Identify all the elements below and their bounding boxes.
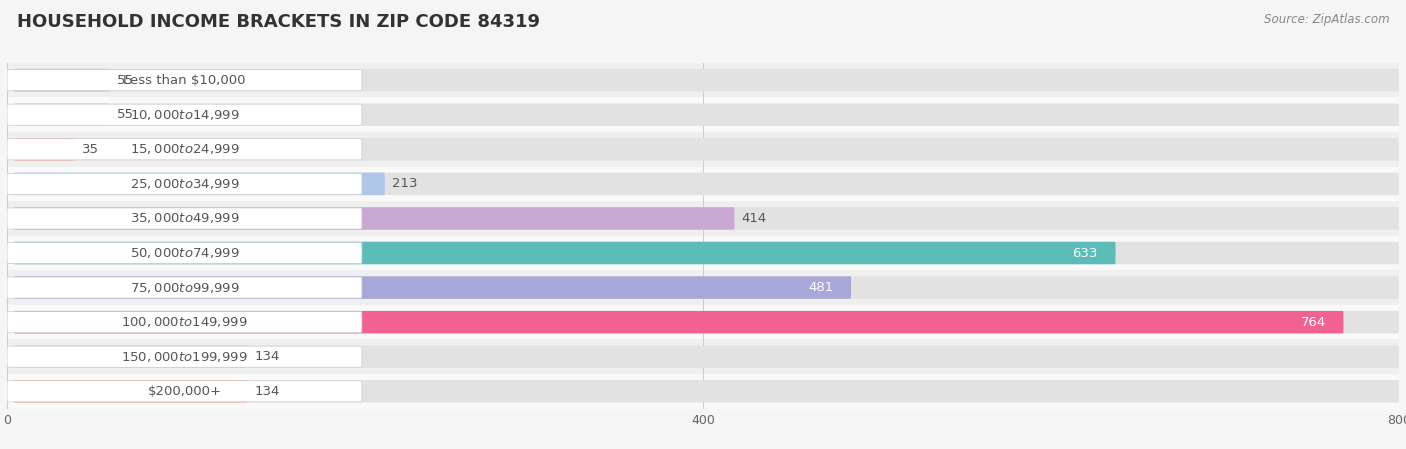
Text: 134: 134: [254, 385, 280, 398]
Text: 633: 633: [1073, 247, 1098, 260]
Bar: [7, 339, 1399, 374]
FancyBboxPatch shape: [7, 70, 361, 91]
FancyBboxPatch shape: [14, 207, 1399, 230]
Text: $35,000 to $49,999: $35,000 to $49,999: [129, 211, 239, 225]
Text: $25,000 to $34,999: $25,000 to $34,999: [129, 177, 239, 191]
FancyBboxPatch shape: [14, 345, 247, 368]
Bar: [7, 167, 1399, 201]
Text: HOUSEHOLD INCOME BRACKETS IN ZIP CODE 84319: HOUSEHOLD INCOME BRACKETS IN ZIP CODE 84…: [17, 13, 540, 31]
FancyBboxPatch shape: [7, 346, 361, 367]
Text: 213: 213: [391, 177, 418, 190]
FancyBboxPatch shape: [7, 242, 361, 264]
FancyBboxPatch shape: [14, 276, 851, 299]
FancyBboxPatch shape: [14, 103, 1399, 126]
Bar: [7, 374, 1399, 409]
Bar: [7, 132, 1399, 167]
Text: $50,000 to $74,999: $50,000 to $74,999: [129, 246, 239, 260]
Text: 764: 764: [1301, 316, 1326, 329]
FancyBboxPatch shape: [7, 173, 361, 194]
FancyBboxPatch shape: [7, 381, 361, 402]
Text: 134: 134: [254, 350, 280, 363]
Bar: [7, 305, 1399, 339]
FancyBboxPatch shape: [14, 138, 1399, 161]
FancyBboxPatch shape: [14, 103, 110, 126]
FancyBboxPatch shape: [14, 207, 734, 230]
Text: 55: 55: [117, 74, 134, 87]
FancyBboxPatch shape: [14, 69, 1399, 92]
FancyBboxPatch shape: [7, 139, 361, 160]
Text: $200,000+: $200,000+: [148, 385, 222, 398]
Text: 35: 35: [82, 143, 98, 156]
Text: 55: 55: [117, 108, 134, 121]
Text: Source: ZipAtlas.com: Source: ZipAtlas.com: [1264, 13, 1389, 26]
FancyBboxPatch shape: [14, 380, 1399, 403]
FancyBboxPatch shape: [14, 276, 1399, 299]
FancyBboxPatch shape: [14, 69, 110, 92]
Text: $100,000 to $149,999: $100,000 to $149,999: [121, 315, 247, 329]
Text: $10,000 to $14,999: $10,000 to $14,999: [129, 108, 239, 122]
FancyBboxPatch shape: [14, 311, 1399, 334]
FancyBboxPatch shape: [7, 208, 361, 229]
Text: $75,000 to $99,999: $75,000 to $99,999: [129, 281, 239, 295]
Text: $15,000 to $24,999: $15,000 to $24,999: [129, 142, 239, 156]
Bar: [7, 270, 1399, 305]
FancyBboxPatch shape: [14, 172, 385, 195]
FancyBboxPatch shape: [7, 277, 361, 298]
Bar: [7, 201, 1399, 236]
FancyBboxPatch shape: [14, 172, 1399, 195]
Bar: [7, 236, 1399, 270]
FancyBboxPatch shape: [14, 345, 1399, 368]
FancyBboxPatch shape: [7, 312, 361, 333]
Text: 414: 414: [741, 212, 766, 225]
FancyBboxPatch shape: [14, 242, 1399, 264]
Text: 481: 481: [808, 281, 834, 294]
FancyBboxPatch shape: [14, 311, 1343, 334]
Text: Less than $10,000: Less than $10,000: [124, 74, 246, 87]
Bar: [7, 63, 1399, 97]
FancyBboxPatch shape: [14, 380, 247, 403]
FancyBboxPatch shape: [14, 138, 75, 161]
FancyBboxPatch shape: [14, 242, 1115, 264]
FancyBboxPatch shape: [7, 104, 361, 125]
Bar: [7, 97, 1399, 132]
Text: $150,000 to $199,999: $150,000 to $199,999: [121, 350, 247, 364]
